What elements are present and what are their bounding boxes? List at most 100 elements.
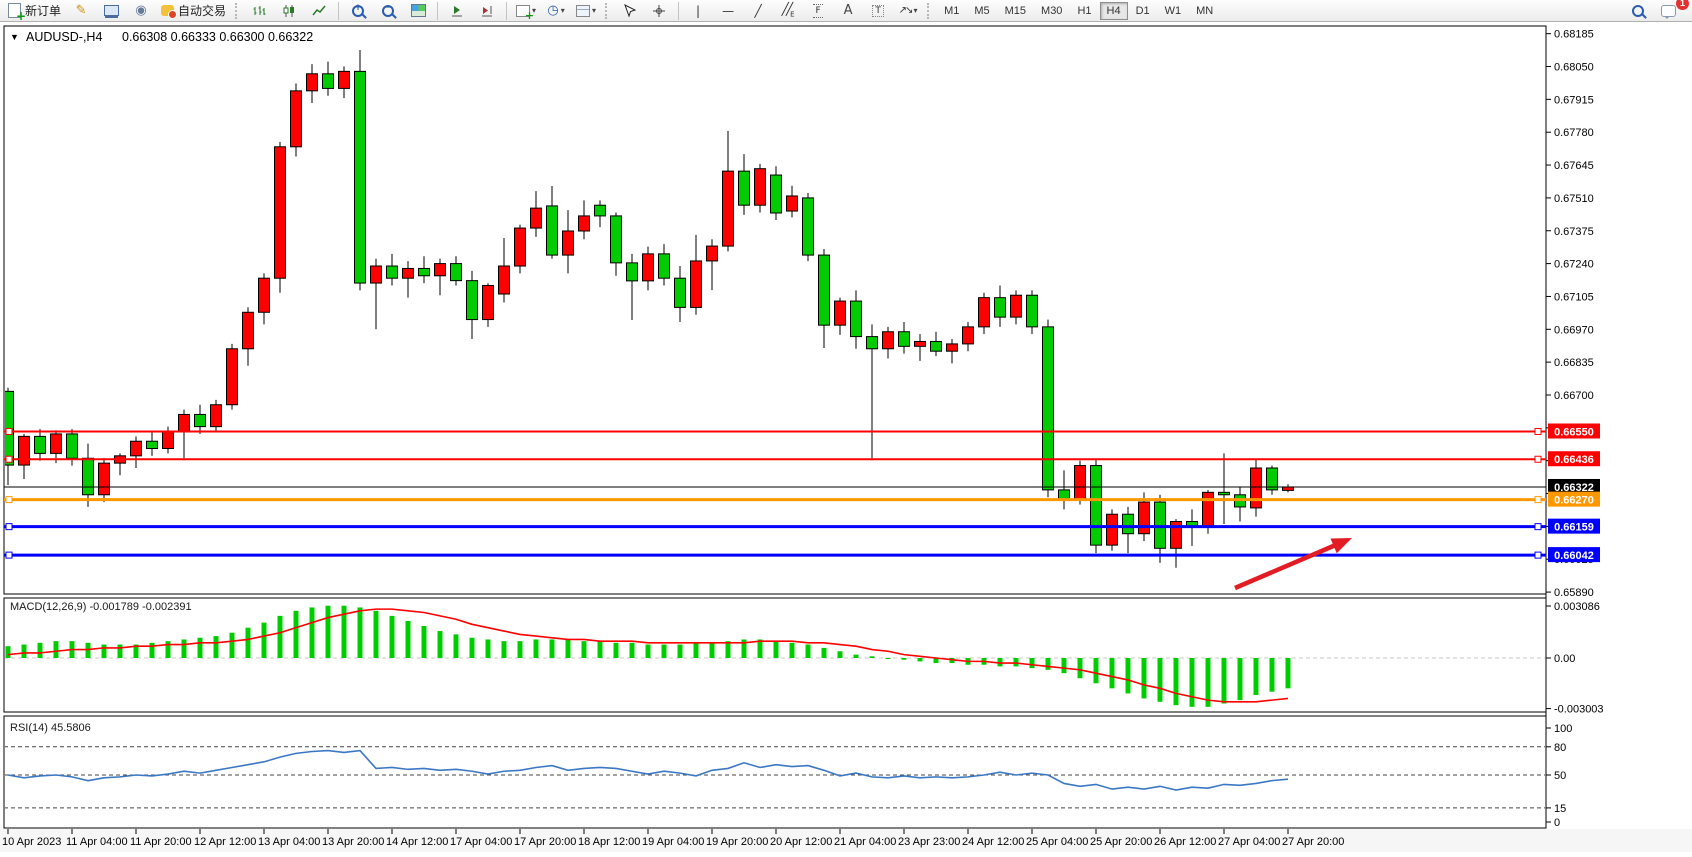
line-handle [1534, 427, 1542, 435]
timeframe-button-M30[interactable]: M30 [1041, 4, 1063, 17]
time-tick-label: 26 Apr 12:00 [1154, 836, 1216, 848]
chart-shift-button[interactable] [473, 0, 501, 22]
macd-histogram-bar [1125, 658, 1131, 694]
macd-layer [5, 605, 1545, 707]
trendline-tool-button[interactable]: ╱ [744, 0, 772, 22]
zoom-in-button[interactable]: + [344, 0, 372, 22]
macd-histogram-bar [1189, 658, 1195, 707]
macd-histogram-bar [773, 641, 779, 658]
text-tool-button[interactable]: A [834, 0, 862, 22]
tile-windows-button[interactable] [404, 0, 432, 22]
label-icon: T [872, 4, 884, 17]
timeframe-button-M5[interactable]: M5 [974, 4, 990, 17]
fibonacci-tool-button[interactable]: F [804, 0, 832, 22]
macd-histogram-bar [133, 644, 139, 658]
cursor-tool-button[interactable] [615, 0, 643, 22]
channel-tool-button[interactable]: ╱╱E [774, 0, 802, 22]
macd-histogram-bar [789, 642, 795, 658]
candle [834, 300, 846, 326]
candlestick-chart[interactable]: 0.68185 0.68050 0.67915 0.67780 0.67645 0.675… [0, 23, 1692, 852]
timeframe-button-W1[interactable]: W1 [1164, 4, 1182, 17]
candle [482, 285, 494, 321]
vertical-line-tool-button[interactable]: | [684, 0, 712, 22]
macd-histogram-bar [165, 641, 171, 658]
candle-chart-button[interactable] [275, 0, 303, 22]
timeframe-button-MN[interactable]: MN [1196, 4, 1214, 17]
arrow-annotation[interactable] [1234, 538, 1352, 591]
price-tag-label: 0.66550 [1554, 426, 1594, 438]
time-tick-label: 14 Apr 12:00 [386, 836, 448, 848]
candle [1074, 465, 1086, 501]
time-tick-label: 27 Apr 20:00 [1282, 836, 1344, 848]
time-tick-label: 24 Apr 12:00 [962, 836, 1024, 848]
templates-button[interactable]: ▾ [572, 0, 600, 22]
bar-chart-button[interactable] [245, 0, 273, 22]
macd-histogram-bar [1285, 658, 1291, 689]
market-watch-button[interactable]: ◉ [127, 0, 155, 22]
search-button[interactable] [1624, 0, 1652, 22]
macd-histogram-bar [373, 610, 379, 658]
macd-histogram-bar [309, 607, 315, 658]
indicators-icon [516, 4, 534, 22]
candle [1010, 294, 1022, 318]
new-chart-button[interactable] [97, 0, 125, 22]
line-handle [1534, 551, 1542, 559]
macd-histogram-bar [565, 639, 571, 658]
crosshair-tool-button[interactable] [645, 0, 673, 22]
notification-badge: 1 [1676, 0, 1689, 10]
macd-histogram-bar [469, 637, 475, 658]
price-tick-label: 0.67510 [1554, 193, 1594, 205]
candle [82, 457, 94, 496]
periods-button[interactable]: ◷ ▾ [542, 0, 570, 22]
macd-histogram-bar [1013, 658, 1019, 667]
autotrading-button[interactable]: 自动交易 [157, 0, 230, 22]
trendline-icon: ╱ [754, 3, 762, 18]
time-tick-label: 13 Apr 20:00 [322, 836, 384, 848]
timeframe-button-D1[interactable]: D1 [1135, 4, 1150, 17]
zoom-out-button[interactable]: − [374, 0, 402, 22]
dropdown-caret-icon: ▾ [532, 6, 537, 15]
timeframe-button-M15[interactable]: M15 [1004, 4, 1027, 17]
candles-layer [5, 49, 1294, 568]
indicators-button[interactable]: ▾ [512, 0, 540, 22]
price-tag-label: 0.66042 [1554, 550, 1594, 562]
candle [434, 263, 446, 277]
time-tick-label: 25 Apr 04:00 [1026, 836, 1088, 848]
time-tick-label: 10 Apr 2023 [2, 836, 61, 848]
time-tick-label: 11 Apr 04:00 [66, 836, 128, 848]
timeframe-button-H4[interactable]: H4 [1099, 1, 1128, 20]
label-tool-button[interactable]: T [864, 0, 892, 22]
candle [66, 433, 78, 459]
notifications-button[interactable]: 1 [1654, 0, 1689, 22]
signal-icon: ◉ [135, 3, 147, 18]
candle [738, 170, 750, 206]
arrows-icon: ↗↘ [898, 5, 914, 16]
macd-histogram-bar [1029, 658, 1035, 669]
clock-icon: ◷ [547, 3, 559, 18]
line-chart-button[interactable] [305, 0, 333, 22]
macd-histogram-bar [149, 642, 155, 658]
timeframe-button-M1[interactable]: M1 [944, 4, 960, 17]
candle [1122, 513, 1134, 535]
autotrading-label: 自动交易 [178, 4, 227, 18]
candle [770, 174, 782, 214]
macd-histogram-bar [869, 656, 875, 658]
channel-icon: ╱╱E [781, 2, 795, 19]
price-tick-label: 0.67375 [1554, 226, 1594, 238]
macd-histogram-bar [853, 654, 859, 658]
toolbar-separator [678, 1, 680, 20]
candle [818, 254, 830, 326]
auto-scroll-button[interactable] [443, 0, 471, 22]
timeframe-button-H1[interactable]: H1 [1077, 4, 1092, 17]
macd-histogram-bar [837, 651, 843, 658]
horizontal-line-tool-button[interactable]: — [714, 0, 742, 22]
chart-window[interactable]: 0.68185 0.68050 0.67915 0.67780 0.67645 0.675… [0, 23, 1692, 852]
macd-histogram-bar [821, 647, 827, 658]
new-order-button[interactable]: 新订单 [4, 0, 65, 23]
candle [418, 267, 430, 277]
zoom-in-icon: + [352, 3, 365, 17]
arrows-tool-button[interactable]: ↗↘ ▾ [894, 0, 922, 22]
styles-button[interactable]: ✎ [67, 0, 95, 22]
legend-collapse-button[interactable]: ▼ [10, 32, 19, 42]
candle [898, 331, 910, 347]
